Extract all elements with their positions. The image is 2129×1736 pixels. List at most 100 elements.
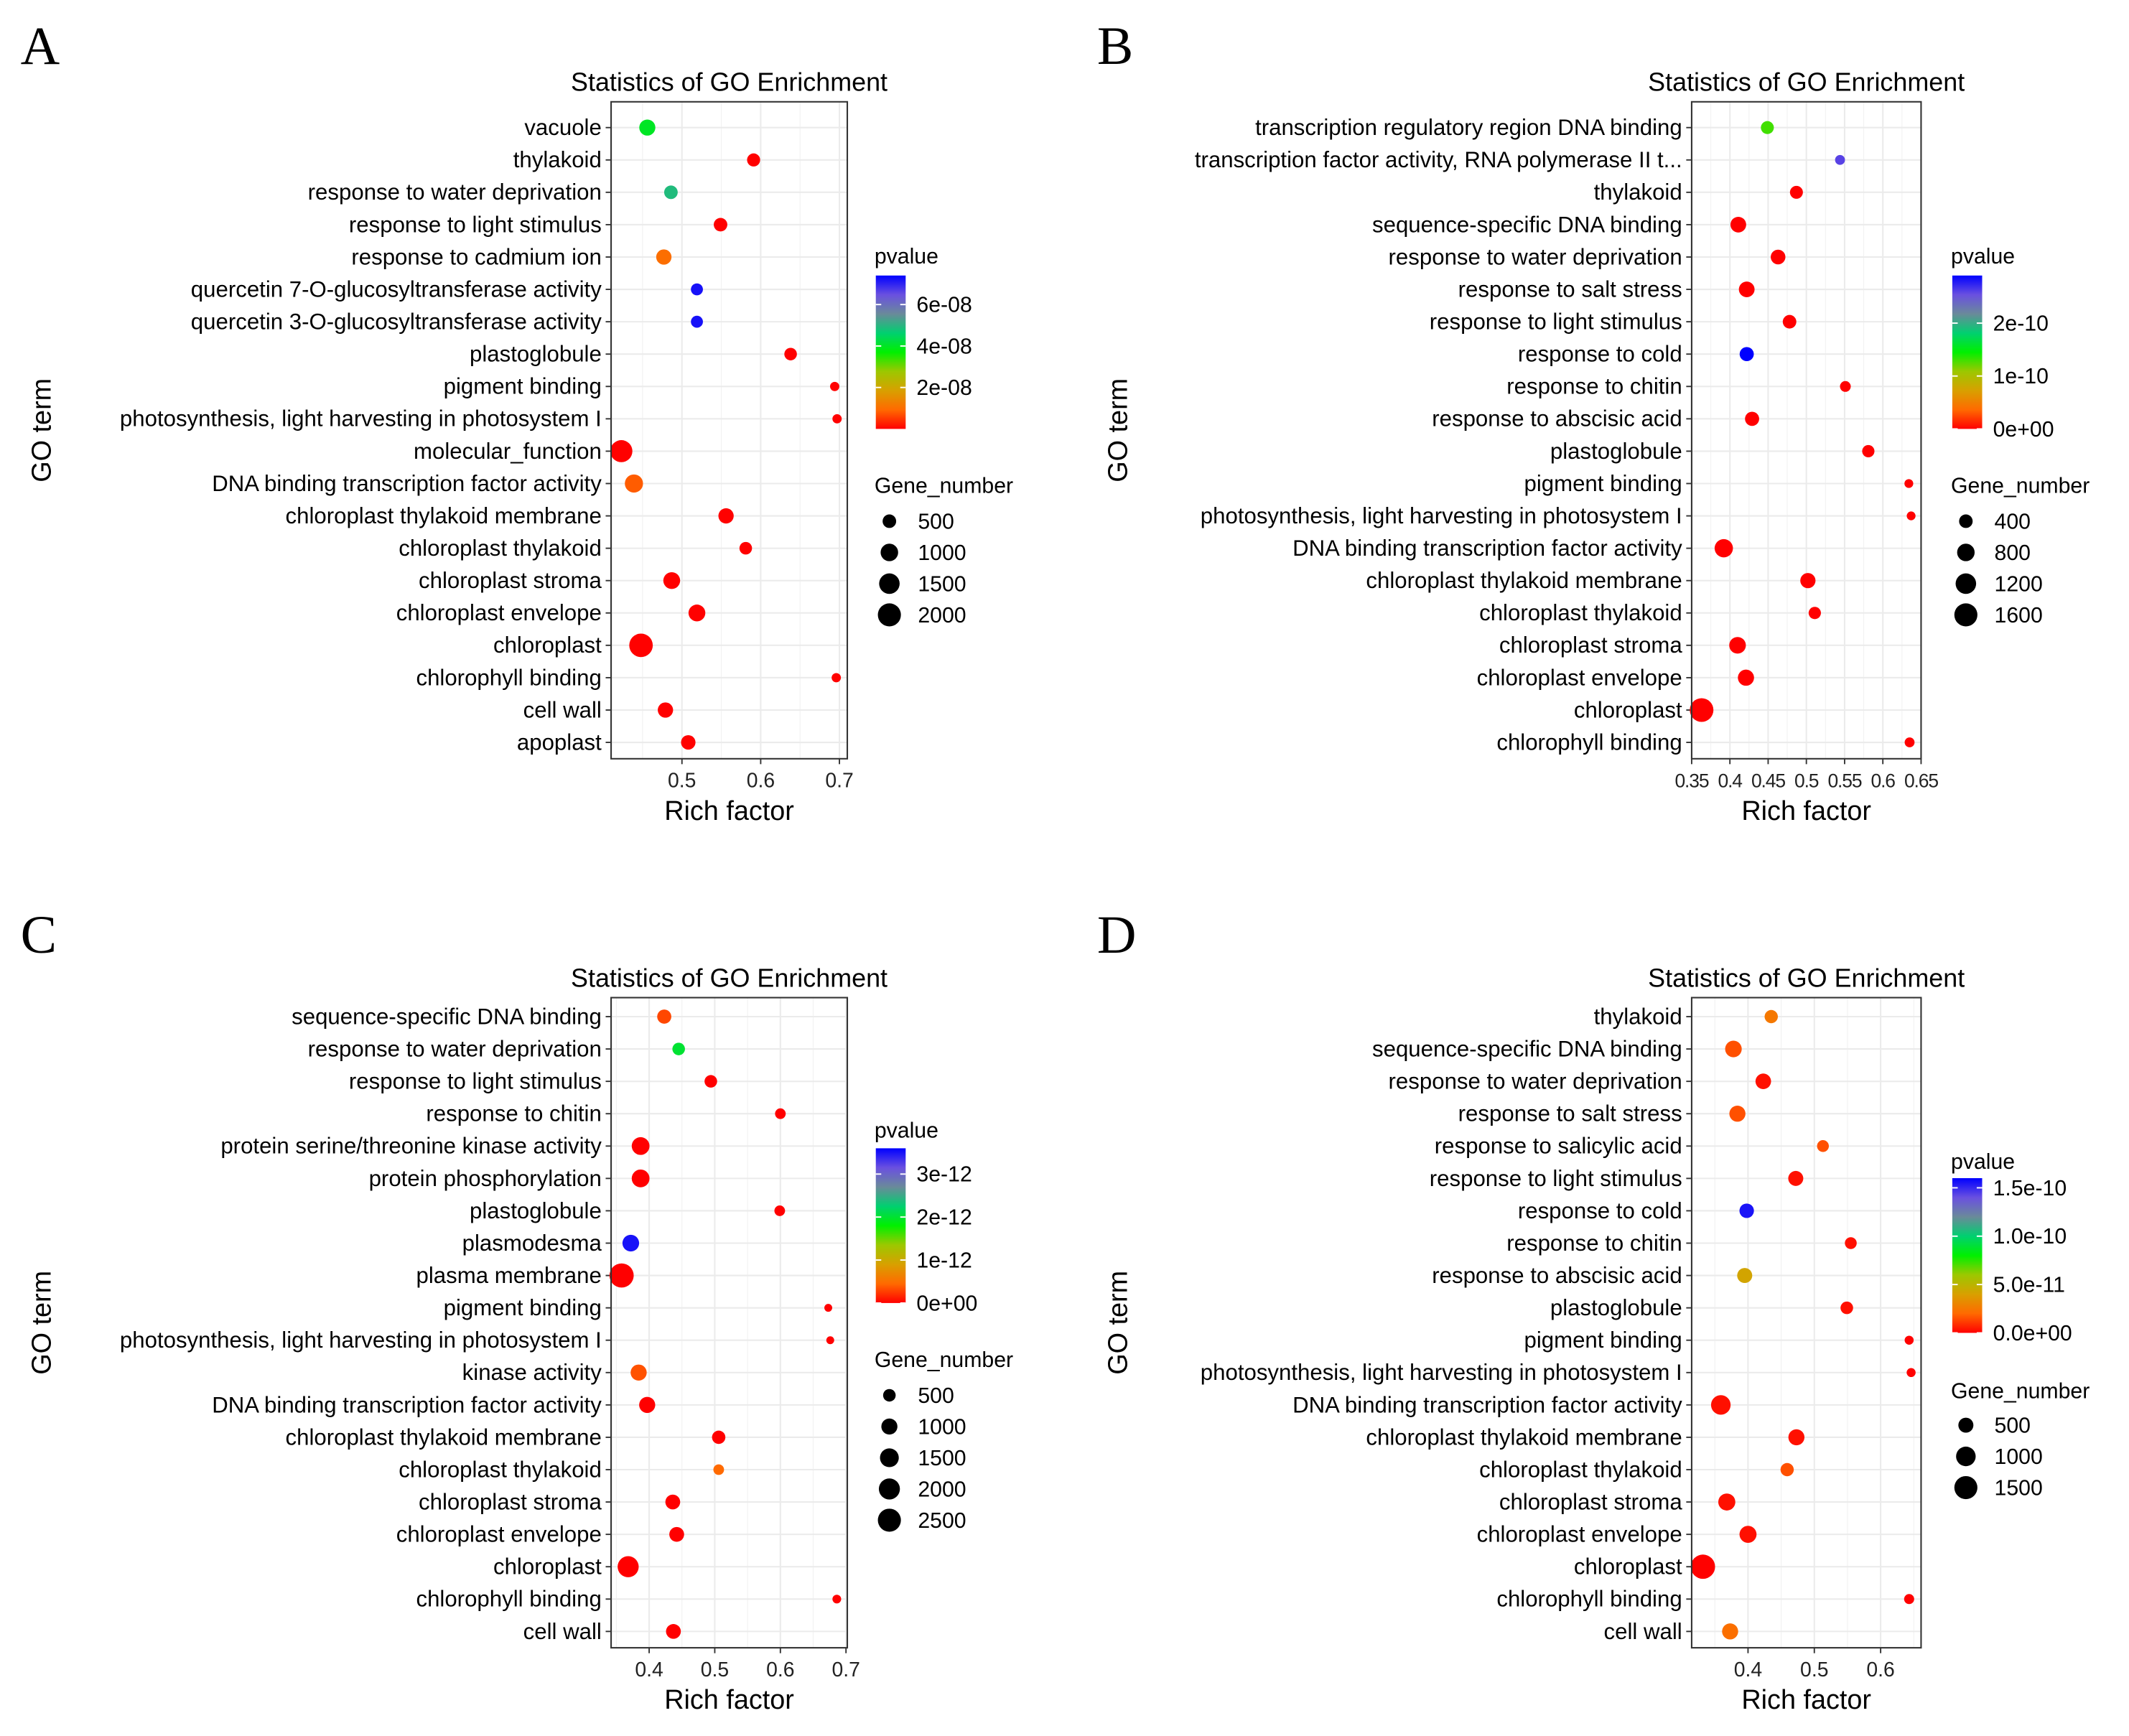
data-point <box>1789 185 1803 199</box>
pvalue-legend-title: pvalue <box>1951 1150 2015 1174</box>
go-term-label: response to cold <box>1518 342 1682 367</box>
go-term-label: response to light stimulus <box>349 1069 602 1094</box>
plot-background <box>611 997 848 1648</box>
go-term-label: photosynthesis, light harvesting in phot… <box>1201 503 1682 528</box>
go-term-label: chlorophyll binding <box>1496 1587 1682 1612</box>
go-term-label: response to chitin <box>1506 374 1682 399</box>
data-point <box>609 1263 634 1288</box>
size-legend-key <box>879 573 900 594</box>
go-term-label: chloroplast thylakoid <box>1479 1457 1682 1482</box>
data-point <box>1808 607 1821 620</box>
go-term-label: pigment binding <box>444 374 602 399</box>
data-point <box>830 381 839 391</box>
x-tick-label: 0.6 <box>766 1658 794 1681</box>
go-term-label: response to abscisic acid <box>1432 406 1682 431</box>
data-point <box>629 633 653 658</box>
go-term-label: DNA binding transcription factor activit… <box>212 471 602 496</box>
go-term-label: DNA binding transcription factor activit… <box>212 1392 602 1417</box>
data-point <box>639 119 656 136</box>
plot-border <box>1690 997 1922 1649</box>
go-term-label: chlorophyll binding <box>416 665 601 690</box>
colorbar-label: 1.0e-10 <box>1993 1225 2067 1249</box>
pvalue-colorbar <box>875 275 906 429</box>
go-term-label: chloroplast thylakoid membrane <box>286 1424 602 1450</box>
plot-border <box>1690 101 1922 760</box>
data-point <box>1782 314 1797 329</box>
data-point <box>1835 154 1845 165</box>
size-legend-label: 500 <box>1995 1414 2031 1437</box>
colorbar-label: 4e-08 <box>916 335 972 358</box>
data-point <box>688 605 706 622</box>
size-legend-key <box>1959 514 1973 528</box>
y-axis-title: GO term <box>27 1271 57 1375</box>
data-point <box>657 1009 671 1024</box>
data-point <box>714 218 727 232</box>
data-point <box>1739 1203 1754 1218</box>
size-legend-key <box>877 603 901 627</box>
pvalue-legend-title: pvalue <box>875 1119 938 1142</box>
go-term-label: chloroplast envelope <box>396 600 602 625</box>
data-point <box>1906 1368 1916 1378</box>
size-legend-key <box>880 1448 899 1467</box>
data-point <box>1862 444 1875 457</box>
y-axis-title: GO term <box>27 378 57 482</box>
go-term-label: chloroplast thylakoid <box>1479 600 1682 625</box>
go-term-label: photosynthesis, light harvesting in phot… <box>120 406 602 431</box>
go-term-label: cell wall <box>523 697 602 722</box>
chart-title: Statistics of GO Enrichment <box>1648 963 1965 992</box>
go-term-label: chlorophyll binding <box>1496 729 1682 755</box>
data-point <box>1788 1170 1804 1186</box>
data-point <box>1904 1594 1914 1605</box>
go-term-label: pigment binding <box>1524 1327 1682 1353</box>
data-point <box>1761 121 1774 134</box>
go-term-label: kinase activity <box>462 1360 602 1385</box>
colorbar-label: 1e-12 <box>916 1249 972 1272</box>
y-axis-title: GO term <box>1103 378 1133 482</box>
go-term-label: pigment binding <box>444 1295 602 1320</box>
size-legend-label: 500 <box>918 1384 954 1408</box>
data-point <box>1729 637 1746 654</box>
data-point <box>1771 249 1786 265</box>
plot-background <box>611 101 848 759</box>
data-point <box>610 440 633 462</box>
data-point <box>1722 1623 1738 1640</box>
x-tick-label: 0.6 <box>747 770 775 793</box>
go-term-label: chloroplast stroma <box>1499 1489 1682 1514</box>
go-term-label: chloroplast thylakoid membrane <box>1366 568 1682 593</box>
chart-title: Statistics of GO Enrichment <box>571 963 888 992</box>
data-point <box>1817 1140 1830 1152</box>
colorbar-label: 3e-12 <box>916 1163 972 1187</box>
size-legend-label: 1000 <box>918 1415 966 1439</box>
x-tick-label: 0.55 <box>1827 770 1861 792</box>
data-point <box>832 414 842 424</box>
go-term-label: response to water deprivation <box>1389 244 1682 269</box>
data-point <box>672 1042 685 1055</box>
go-term-label: quercetin 7-O-glucosyltransferase activi… <box>191 276 602 302</box>
x-axis-title: Rich factor <box>1741 1685 1871 1715</box>
data-point <box>631 1169 650 1187</box>
x-tick-label: 0.5 <box>701 1658 729 1681</box>
go-term-label: response to abscisic acid <box>1432 1263 1682 1288</box>
colorbar-label: 5.0e-11 <box>1993 1274 2065 1297</box>
go-term-label: chloroplast envelope <box>1477 1522 1682 1547</box>
data-point <box>1745 411 1759 426</box>
size-legend-label: 400 <box>1995 510 2031 533</box>
size-legend-label: 800 <box>1995 541 2031 565</box>
size-legend-label: 500 <box>918 510 954 533</box>
data-point <box>1840 381 1851 392</box>
data-point <box>747 153 760 167</box>
data-point <box>784 347 797 360</box>
size-legend-label: 2000 <box>918 1478 966 1501</box>
go-term-label: plastoglobule <box>470 342 602 367</box>
go-term-label: response to light stimulus <box>349 212 602 237</box>
go-term-label: photosynthesis, light harvesting in phot… <box>120 1327 602 1353</box>
go-term-label: chloroplast thylakoid membrane <box>1366 1424 1682 1450</box>
colorbar-label: 6e-08 <box>916 294 972 317</box>
colorbar-label: 2e-12 <box>916 1206 972 1230</box>
go-term-label: response to salt stress <box>1458 276 1682 302</box>
go-term-label: chloroplast stroma <box>1499 633 1682 658</box>
data-point <box>704 1075 717 1088</box>
go-term-label: response to chitin <box>1506 1231 1682 1256</box>
x-axis-title: Rich factor <box>1741 796 1871 826</box>
